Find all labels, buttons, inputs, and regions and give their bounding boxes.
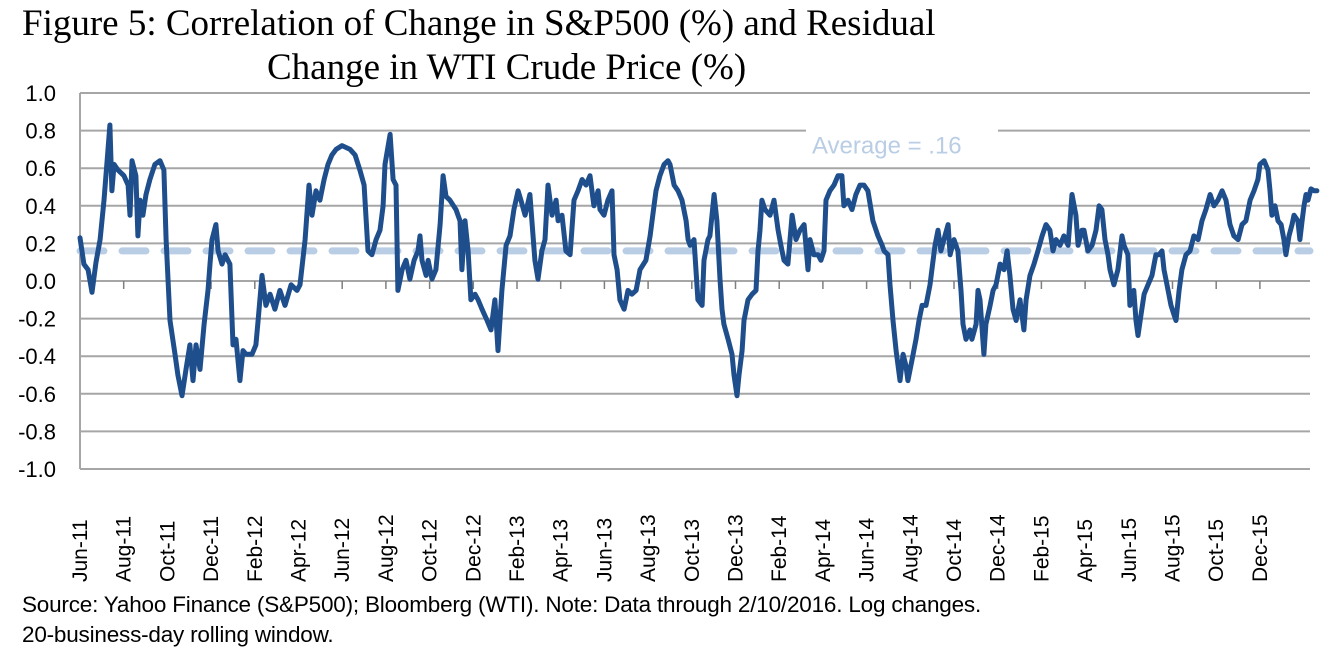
x-tick-label: Dec-14 bbox=[987, 514, 1010, 582]
x-tick-label: Feb-15 bbox=[1030, 515, 1053, 582]
x-tick-label: Jun-12 bbox=[331, 518, 354, 582]
x-tick-label: Aug-14 bbox=[899, 514, 922, 582]
y-tick-label: -0.2 bbox=[18, 307, 56, 332]
x-tick-label: Aug-11 bbox=[113, 516, 136, 582]
x-tick-label: Apr-13 bbox=[550, 519, 573, 582]
average-line-group: Average = .16 bbox=[76, 129, 1314, 255]
x-tick-label: Jun-13 bbox=[593, 518, 616, 582]
x-axis: Jun-11 Aug-11 Oct-11 Dec-11 Feb-12 Apr-12 Jun-… bbox=[69, 281, 1272, 582]
y-tick-label: 0.2 bbox=[25, 231, 56, 256]
x-tick-label: Aug-15 bbox=[1162, 514, 1185, 582]
x-tick-label: Jun-14 bbox=[856, 517, 879, 582]
y-tick-label: 0.0 bbox=[25, 269, 56, 294]
y-tick-label: -0.6 bbox=[18, 382, 56, 407]
x-tick-label: Apr-15 bbox=[1074, 519, 1097, 582]
x-tick-label: Apr-14 bbox=[812, 519, 835, 582]
x-tick-label: Jun-15 bbox=[1118, 518, 1141, 582]
y-tick-label: 0.4 bbox=[25, 194, 56, 219]
x-tick-label: Oct-15 bbox=[1205, 519, 1228, 582]
source-note-line2: 20-business-day rolling window. bbox=[22, 622, 334, 647]
chart-title-line1: Figure 5: Correlation of Change in S&P50… bbox=[22, 3, 936, 44]
y-tick-label: 0.6 bbox=[25, 156, 56, 181]
source-note: Source: Yahoo Finance (S&P500); Bloomber… bbox=[22, 590, 981, 650]
x-tick-label: Dec-13 bbox=[725, 514, 748, 582]
x-tick-label: Jun-11 bbox=[69, 519, 92, 582]
y-tick-label: -0.8 bbox=[18, 419, 56, 444]
x-tick-label: Oct-13 bbox=[681, 519, 704, 582]
x-tick-label: Dec-12 bbox=[462, 514, 485, 582]
gridlines bbox=[79, 92, 1310, 470]
chart-title: Figure 5: Correlation of Change in S&P50… bbox=[22, 2, 1072, 90]
y-tick-label: -0.4 bbox=[18, 344, 56, 369]
x-tick-label: Aug-12 bbox=[375, 514, 398, 582]
x-tick-label: Feb-13 bbox=[506, 515, 529, 582]
x-tick-label: Aug-13 bbox=[637, 514, 660, 582]
y-tick-label: 0.8 bbox=[25, 119, 56, 144]
chart-title-line2: Change in WTI Crude Price (%) bbox=[267, 47, 747, 88]
x-tick-label: Apr-12 bbox=[288, 519, 311, 582]
y-tick-label: 1.0 bbox=[25, 81, 56, 106]
y-tick-label: -1.0 bbox=[18, 457, 56, 482]
x-tick-label: Oct-14 bbox=[943, 519, 966, 582]
average-label: Average = .16 bbox=[812, 132, 962, 159]
x-tick-label: Feb-12 bbox=[244, 515, 267, 582]
x-tick-label: Oct-12 bbox=[419, 519, 442, 582]
x-tick-label: Oct-11 bbox=[156, 521, 179, 582]
x-tick-label: Feb-14 bbox=[768, 515, 791, 582]
source-note-line1: Source: Yahoo Finance (S&P500); Bloomber… bbox=[22, 592, 982, 617]
average-label-bg bbox=[805, 129, 998, 160]
y-axis: 1.0 0.8 0.6 0.4 0.2 0.0 -0.2 -0.4 -0.6 -0.8 -1.0 bbox=[18, 81, 56, 482]
x-tick-label: Dec-15 bbox=[1249, 514, 1272, 582]
series-group bbox=[77, 122, 1320, 399]
x-tick-label: Dec-11 bbox=[200, 516, 223, 582]
series-line-correlation bbox=[77, 122, 1320, 399]
